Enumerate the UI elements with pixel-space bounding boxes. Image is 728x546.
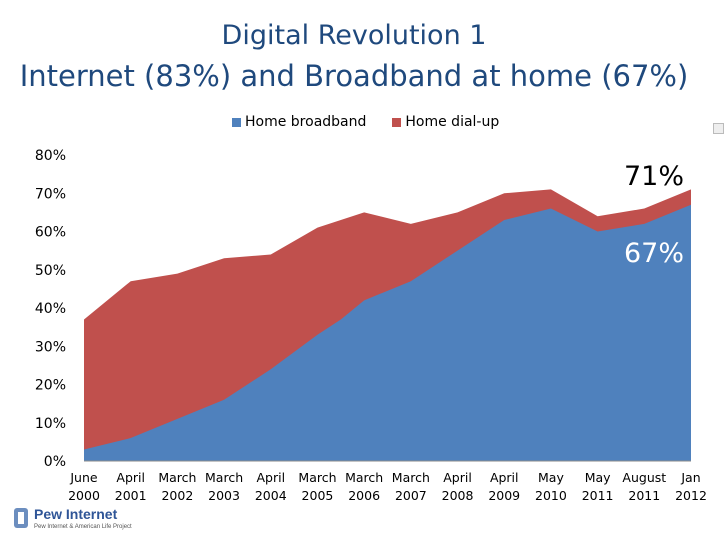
x-tick-label: March bbox=[345, 470, 383, 485]
legend-resize-handle[interactable] bbox=[713, 123, 724, 134]
y-tick-label: 0% bbox=[44, 454, 66, 470]
logo-name: Pew Internet bbox=[34, 506, 118, 522]
legend-item-broadband: Home broadband bbox=[232, 114, 366, 130]
logo-tagline: Pew Internet & American Life Project bbox=[34, 524, 132, 530]
annotation-label: 71% bbox=[624, 161, 684, 192]
x-tick-label: 2006 bbox=[348, 488, 380, 503]
x-tick-label: April bbox=[490, 470, 519, 485]
x-tick-label: May bbox=[538, 470, 564, 485]
series-area-broadband bbox=[84, 204, 691, 461]
y-tick-label: 40% bbox=[35, 301, 66, 317]
x-tick-label: 2010 bbox=[535, 488, 567, 503]
x-tick-label: 2008 bbox=[442, 488, 474, 503]
x-tick-label: March bbox=[298, 470, 336, 485]
chart-legend: Home broadband Home dial-up bbox=[232, 114, 525, 130]
x-tick-label: Jan bbox=[680, 470, 700, 485]
x-tick-label: March bbox=[392, 470, 430, 485]
x-tick-label: April bbox=[443, 470, 472, 485]
x-tick-label: 2012 bbox=[675, 488, 707, 503]
legend-swatch-broadband bbox=[232, 117, 241, 127]
legend-label-dialup: Home dial-up bbox=[405, 114, 500, 130]
y-tick-label: 70% bbox=[35, 186, 66, 202]
x-tick-label: 2001 bbox=[115, 488, 147, 503]
x-tick-label: 2007 bbox=[395, 488, 427, 503]
y-tick-label: 80% bbox=[35, 148, 66, 164]
x-tick-label: 2005 bbox=[302, 488, 334, 503]
y-tick-label: 50% bbox=[35, 263, 66, 279]
x-tick-label: March bbox=[205, 470, 243, 485]
legend-swatch-dialup bbox=[392, 117, 402, 127]
legend-label-broadband: Home broadband bbox=[245, 114, 367, 130]
annotation-label: 67% bbox=[624, 238, 684, 269]
x-tick-label: March bbox=[158, 470, 196, 485]
x-tick-label: June bbox=[69, 470, 98, 485]
x-tick-label: 2009 bbox=[488, 488, 520, 503]
y-tick-label: 30% bbox=[35, 339, 66, 355]
y-tick-label: 10% bbox=[35, 416, 66, 432]
x-tick-label: April bbox=[256, 470, 285, 485]
x-tick-label: 2004 bbox=[255, 488, 287, 503]
x-tick-label: 2011 bbox=[582, 488, 614, 503]
chart-title: Digital Revolution 1 bbox=[221, 20, 487, 51]
pew-internet-logo: Pew Internet Pew Internet & American Lif… bbox=[10, 500, 170, 540]
x-tick-label: August bbox=[622, 470, 666, 485]
pew-logo-mark bbox=[14, 508, 28, 528]
x-tick-label: 2002 bbox=[161, 488, 193, 503]
x-tick-label: 2003 bbox=[208, 488, 240, 503]
y-tick-label: 20% bbox=[35, 378, 66, 394]
x-tick-label: 2011 bbox=[628, 488, 660, 503]
x-tick-label: 2000 bbox=[68, 488, 100, 503]
chart-subtitle: Internet (83%) and Broadband at home (67… bbox=[19, 59, 689, 93]
x-tick-label: April bbox=[116, 470, 145, 485]
legend-item-dialup: Home dial-up bbox=[392, 114, 499, 130]
y-tick-label: 60% bbox=[35, 225, 66, 241]
x-tick-label: May bbox=[585, 470, 611, 485]
